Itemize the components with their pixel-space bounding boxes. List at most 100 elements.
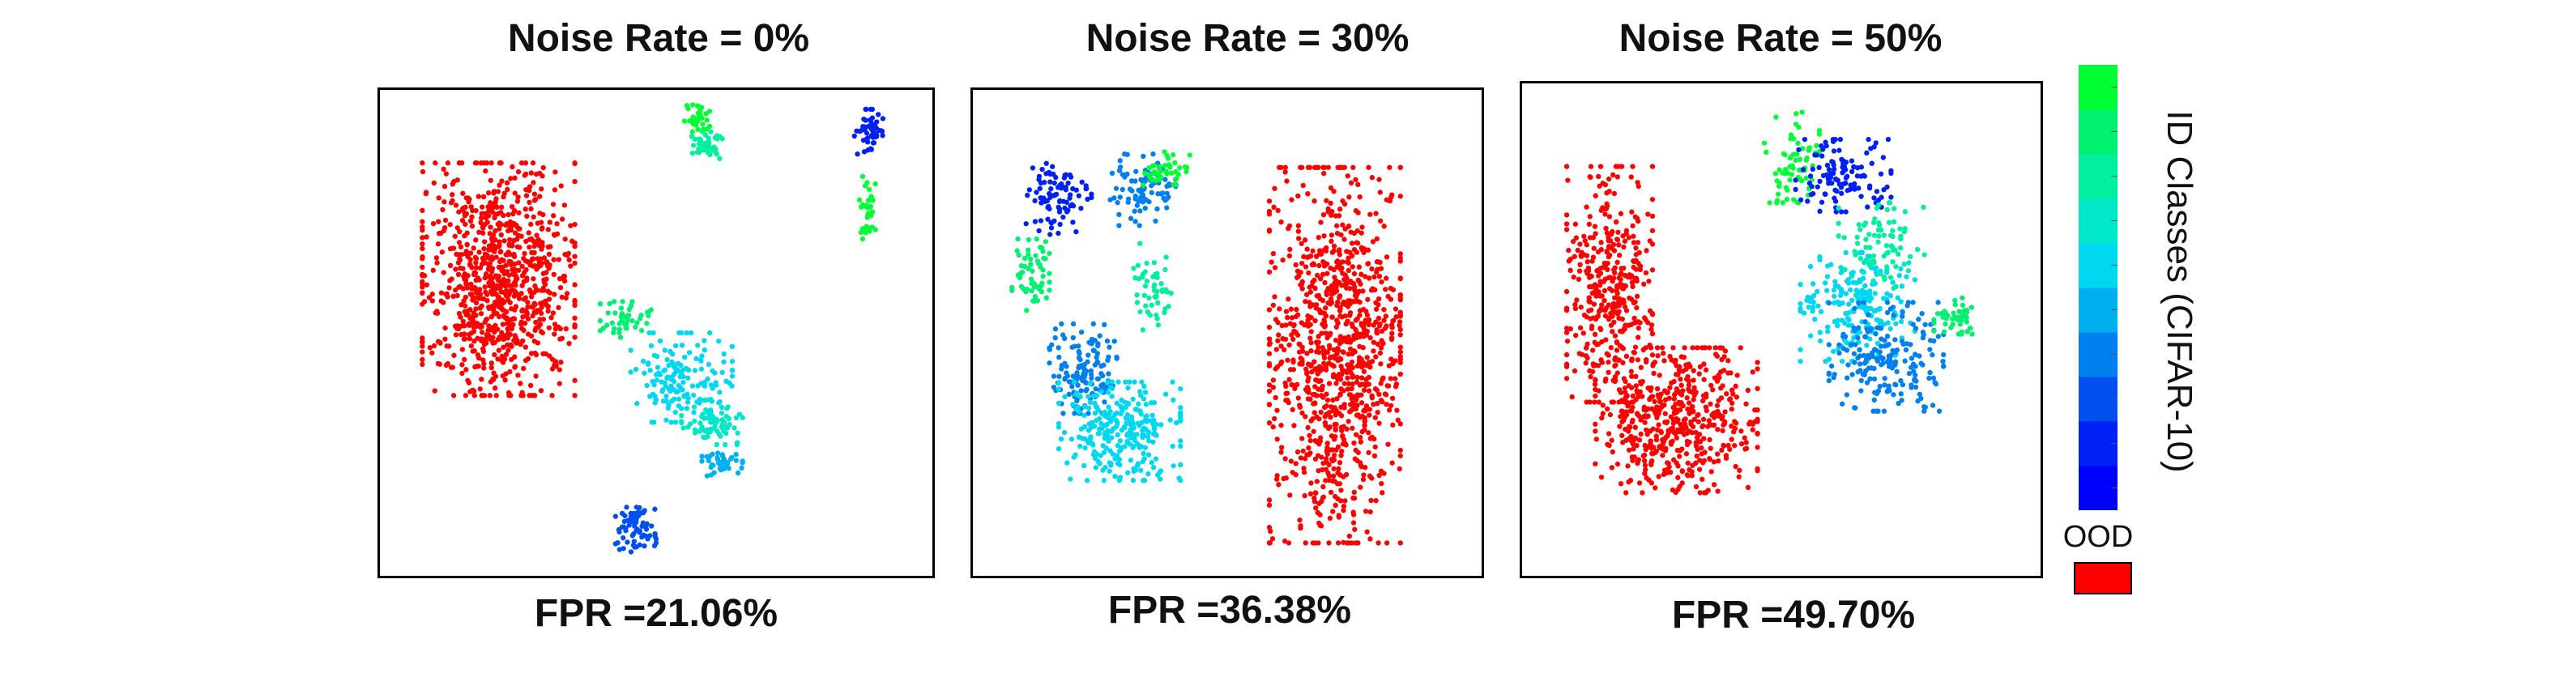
scatter-point [420, 241, 425, 247]
scatter-point [1849, 342, 1854, 347]
scatter-point [1105, 379, 1111, 385]
scatter-point [1349, 540, 1354, 546]
scatter-point [1378, 361, 1384, 367]
scatter-point [522, 171, 529, 177]
scatter-point [1903, 347, 1909, 353]
scatter-point [1274, 437, 1280, 442]
scatter-point [1804, 155, 1810, 161]
scatter-point [1344, 339, 1350, 345]
scatter-point [696, 141, 702, 147]
scatter-point [1105, 390, 1111, 395]
scatter-point [1857, 347, 1862, 352]
scatter-point [1171, 181, 1176, 188]
scatter-point [1059, 321, 1064, 327]
scatter-point [1094, 376, 1101, 381]
scatter-point [1167, 417, 1173, 423]
scatter-point [1826, 342, 1832, 347]
scatter-point [1901, 228, 1908, 235]
scatter-point [1337, 498, 1344, 504]
scatter-point [1270, 424, 1276, 430]
scatter-point [1146, 438, 1152, 444]
scatter-point [456, 240, 463, 245]
scatter-point [1646, 279, 1652, 284]
scatter-point [1350, 425, 1355, 431]
scatter-point [1130, 477, 1137, 483]
scatter-point [1908, 253, 1913, 260]
scatter-point [510, 164, 515, 170]
scatter-point [1367, 334, 1373, 341]
scatter-point [1362, 381, 1367, 387]
scatter-point [1146, 295, 1152, 301]
scatter-point [1893, 264, 1899, 270]
scatter-point [1308, 329, 1314, 334]
scatter-point [1871, 309, 1878, 314]
scatter-point [870, 140, 876, 146]
scatter-point [1722, 348, 1729, 354]
scatter-point [1591, 245, 1597, 251]
scatter-point [616, 547, 623, 552]
scatter-point [1587, 214, 1593, 219]
scatter-point [1572, 253, 1577, 259]
scatter-point [518, 233, 524, 239]
scatter-point [1590, 347, 1596, 353]
scatter-point [1337, 279, 1342, 286]
scatter-point [1356, 362, 1362, 368]
scatter-point [1279, 322, 1286, 329]
scatter-point [1878, 343, 1884, 349]
scatter-point [1347, 310, 1354, 316]
scatter-point [1313, 505, 1319, 511]
scatter-point [597, 301, 603, 307]
scatter-point [1084, 386, 1090, 393]
scatter-point [1108, 428, 1115, 434]
scatter-point [1101, 478, 1107, 483]
scatter-point [1870, 260, 1876, 266]
scatter-point [1270, 377, 1277, 383]
scatter-point [1102, 423, 1108, 428]
scatter-point [1323, 305, 1329, 311]
scatter-point [480, 230, 486, 236]
scatter-point [695, 343, 701, 348]
scatter-point [1701, 377, 1707, 382]
scatter-point [564, 291, 570, 296]
scatter-point [1308, 340, 1314, 346]
scatter-point [625, 539, 630, 545]
scatter-point [459, 160, 465, 166]
scatter-point [1136, 198, 1141, 204]
scatter-point [1640, 453, 1646, 459]
scatter-point [1697, 490, 1703, 496]
scatter-point [1107, 460, 1113, 466]
scatter-point [1826, 300, 1832, 306]
scatter-point [1135, 461, 1141, 466]
scatter-point [1628, 368, 1635, 374]
scatter-point [1163, 254, 1169, 260]
scatter-point [1354, 432, 1359, 437]
scatter-point [1397, 371, 1403, 377]
scatter-point [1606, 253, 1612, 260]
scatter-point [695, 383, 701, 389]
scatter-point [1295, 395, 1301, 401]
scatter-point [557, 276, 563, 282]
scatter-point [1593, 193, 1598, 198]
scatter-point [1078, 329, 1085, 335]
scatter-point [1642, 315, 1648, 321]
scatter-point [609, 320, 616, 326]
scatter-point [1636, 325, 1642, 331]
scatter-point [1374, 236, 1380, 242]
scatter-point [1303, 366, 1309, 373]
scatter-point [1711, 459, 1717, 465]
scatter-point [1805, 198, 1810, 204]
scatter-point [1149, 418, 1154, 424]
scatter-point [1133, 432, 1139, 437]
scatter-point [487, 261, 493, 266]
scatter-point [1303, 371, 1310, 377]
scatter-point [1132, 379, 1137, 385]
scatter-point [1311, 495, 1317, 501]
scatter-point [516, 210, 522, 215]
scatter-point [1717, 345, 1723, 351]
scatter-point [448, 200, 454, 206]
scatter-point [1691, 408, 1696, 414]
scatter-point [711, 416, 717, 422]
scatter-point [1755, 445, 1760, 450]
scatter-point [1373, 211, 1379, 216]
scatter-point [1604, 201, 1610, 207]
